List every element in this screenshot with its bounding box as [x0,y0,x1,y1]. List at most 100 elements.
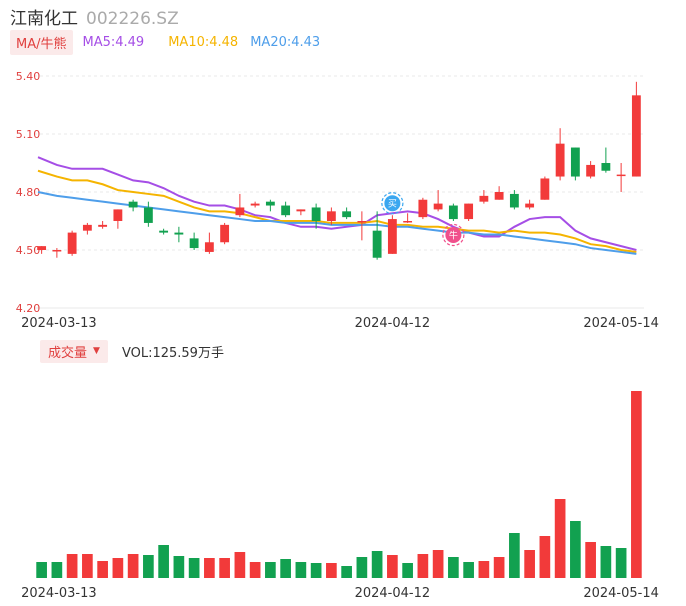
candle-body [52,250,62,252]
volume-bar [234,552,246,578]
volume-bar [402,563,413,578]
candle-body [189,238,199,249]
candle [52,248,62,258]
volume-bar [631,391,642,578]
volume-tab-label: 成交量 [48,345,88,361]
volume-legend: 成交量 ▼ VOL:125.59万手 [40,339,224,363]
candle [189,232,199,250]
candle-body [525,203,535,208]
candle-body [82,224,92,231]
candle [540,176,550,200]
volume-bar [615,548,627,578]
candle-body [67,232,77,254]
volume-bar [432,550,444,578]
volume-bar [417,554,429,578]
candle-body [281,205,291,216]
volume-bar [387,555,398,578]
stock-code: 002226.SZ [86,9,179,29]
price-x-label: 2024-05-14 [583,316,659,331]
volume-bar [173,556,185,578]
volume-bar [249,562,261,578]
candle-body [601,163,611,171]
candle [448,203,458,221]
candle [98,221,108,229]
candle-body [479,195,489,202]
volume-bar [524,550,535,578]
volume-bar [204,558,215,578]
buy-signal-icon-bg [384,195,401,212]
chevron-down-icon: ▼ [93,346,100,356]
volume-bar [310,563,322,578]
candle-body [464,203,474,220]
price-x-label: 2024-04-12 [355,316,431,331]
volume-bar [219,558,230,578]
volume-x-label: 2024-05-14 [583,586,659,601]
candle [174,226,184,243]
candle-body [326,211,336,221]
candle-body [509,193,519,208]
candle-body [37,246,47,250]
candle-body [296,209,306,212]
ma5-line [37,156,637,251]
volume-bar [509,533,520,578]
volume-bar [554,499,566,578]
volume-indicator-tab[interactable]: 成交量 ▼ [40,339,108,363]
volume-bar [158,545,169,578]
volume-bar [478,561,490,578]
y-tick-label: 4.50 [16,244,41,257]
candle [357,211,367,241]
candle [220,222,230,245]
candle [494,186,504,200]
candle [265,199,275,212]
bull-signal-icon-bg [445,227,462,243]
volume-bar [143,555,154,578]
y-tick-label: 4.20 [16,302,41,315]
candle-body [204,242,214,252]
candle-body [631,95,641,177]
candle-body [220,224,230,243]
ma5-legend: MA5:4.49 [82,34,145,50]
volume-bar [280,559,291,578]
candle-body [98,224,108,227]
candle [616,163,626,192]
volume-bar [295,562,307,578]
candle [479,190,489,204]
volume-bar [127,554,139,578]
candle-body [235,207,245,216]
ma-indicator-tab[interactable]: MA/牛熊 [10,29,73,55]
candle-body [616,174,626,177]
buy-signal-icon-ring [381,192,404,215]
volume-bar [341,566,352,578]
candle [311,203,321,229]
ma10-legend: MA10:4.48 [168,34,239,50]
volume-bar [51,562,63,578]
candle-body [387,219,397,254]
candle-body [418,199,428,218]
candle [235,193,245,218]
volume-bar [265,562,276,578]
volume-bar [570,521,581,578]
candle [326,207,336,225]
candle [37,246,47,254]
candle-body [128,201,138,208]
volume-bar [188,558,200,578]
buy-signal-icon: 买 [381,192,404,215]
candle-body [143,207,153,223]
volume-bar [585,542,596,578]
volume-value: VOL:125.59万手 [121,345,224,361]
candle-body [570,147,580,177]
buy-signal-icon-label: 买 [388,199,397,210]
ma20-line [37,191,637,255]
bull-signal-icon: 牛 [442,223,465,247]
ma20-legend: MA20:4.43 [250,34,321,50]
ma10-line [37,169,637,253]
candle-body [342,211,352,218]
y-tick-label: 5.10 [16,128,41,141]
candle [143,201,153,227]
candle [403,213,413,223]
candle [525,199,535,210]
candle-body [311,207,321,221]
volume-bar [371,551,383,578]
candle-body [357,221,367,223]
